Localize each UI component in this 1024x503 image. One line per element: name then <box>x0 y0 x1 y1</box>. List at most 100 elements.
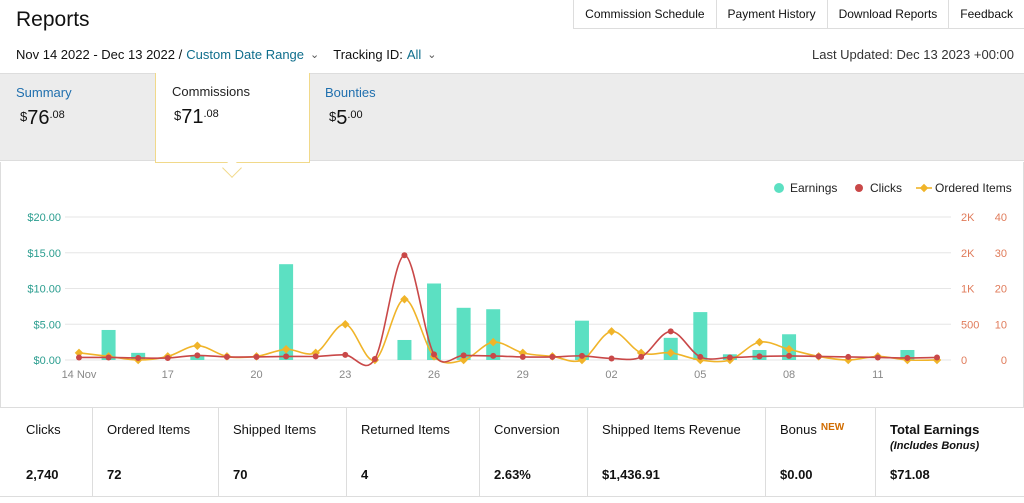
stat-shipped-value: 70 <box>233 467 248 482</box>
tracking-id-dropdown[interactable]: All <box>406 47 422 62</box>
x-tick-label: 08 <box>783 369 795 381</box>
clicks-point[interactable] <box>135 354 142 361</box>
tab-commissions[interactable]: Commissions $71.08 <box>155 73 310 163</box>
x-tick-label: 20 <box>250 369 262 381</box>
stat-shipped-label: Shipped Items <box>233 422 317 437</box>
clicks-point[interactable] <box>934 354 940 361</box>
tab-bounties-label: Bounties <box>325 85 376 100</box>
page-title: Reports <box>16 8 90 31</box>
stat-shipped-items: Shipped Items 70 <box>219 408 347 496</box>
clicks-point[interactable] <box>283 353 290 360</box>
clicks-point[interactable] <box>549 353 556 360</box>
clicks-point[interactable] <box>638 353 645 360</box>
stat-bonus-value: $0.00 <box>780 467 813 482</box>
ordered-items-point[interactable] <box>607 327 616 336</box>
clicks-axis-tick-label: 1K <box>961 284 975 296</box>
x-tick-label: 26 <box>428 369 440 381</box>
ordered-items-point[interactable] <box>459 355 468 365</box>
x-tick-label: 14 Nov <box>62 369 97 381</box>
clicks-point[interactable] <box>519 353 526 360</box>
tab-commissions-value: $71.08 <box>174 106 219 128</box>
items-axis-tick-label: 40 <box>995 212 1007 224</box>
custom-date-range-dropdown[interactable]: Custom Date Range <box>186 47 305 62</box>
clicks-point[interactable] <box>845 353 852 360</box>
clicks-point[interactable] <box>726 354 733 361</box>
stat-clicks-value: 2,740 <box>26 467 59 482</box>
feedback-button[interactable]: Feedback <box>960 7 1013 21</box>
stat-ordered-items: Ordered Items 72 <box>93 408 219 496</box>
ordered-items-point[interactable] <box>784 345 794 354</box>
legend-ordered-label: Ordered Items <box>935 181 1012 195</box>
ordered-items-point[interactable] <box>281 345 291 354</box>
earnings-bar[interactable] <box>397 339 412 360</box>
clicks-point[interactable] <box>223 353 230 360</box>
clicks-point[interactable] <box>194 352 201 359</box>
left-axis-tick-label: $0.00 <box>33 355 61 367</box>
ordered-items-point[interactable] <box>755 337 764 347</box>
ordered-items-point[interactable] <box>400 294 409 304</box>
clicks-point[interactable] <box>105 354 112 361</box>
clicks-point[interactable] <box>578 352 585 359</box>
clicks-point[interactable] <box>608 355 615 362</box>
x-tick-label: 29 <box>517 369 529 381</box>
clicks-point[interactable] <box>431 351 438 358</box>
chart-container: $0.00 0 0 $5.00 500 10 $10.00 1K 20 $15.00 2K 30 $20… <box>0 162 1024 407</box>
clicks-point[interactable] <box>401 252 408 259</box>
earnings-bar[interactable] <box>101 329 116 360</box>
clicks-point[interactable] <box>904 354 911 361</box>
earnings-bar[interactable] <box>574 320 589 360</box>
ordered-items-point[interactable] <box>74 348 84 358</box>
clicks-axis-tick-label: 2K <box>961 248 975 260</box>
stat-total-label: Total Earnings (Includes Bonus) <box>890 422 1024 452</box>
clicks-point[interactable] <box>460 352 467 359</box>
clicks-point[interactable] <box>312 353 319 360</box>
legend-clicks-label: Clicks <box>870 181 902 195</box>
items-axis-tick-label: 20 <box>995 284 1007 296</box>
stat-ordered-label: Ordered Items <box>107 422 191 437</box>
clicks-axis-tick-label: 0 <box>961 355 967 367</box>
filter-bar: Nov 14 2022 - Dec 13 2022 / Custom Date … <box>16 47 437 62</box>
chevron-down-icon[interactable]: ⌄ <box>310 49 320 61</box>
ordered-items-point[interactable] <box>666 348 675 358</box>
stat-clicks: Clicks 2,740 <box>0 408 93 496</box>
earnings-bar[interactable] <box>427 283 442 360</box>
earnings-bar[interactable] <box>486 309 501 360</box>
x-tick-label: 23 <box>339 369 351 381</box>
download-reports-button[interactable]: Download Reports <box>828 0 950 28</box>
clicks-point[interactable] <box>815 353 822 360</box>
clicks-point[interactable] <box>342 351 349 358</box>
items-axis-tick-label: 0 <box>1001 355 1007 367</box>
items-axis-tick-label: 10 <box>995 319 1007 331</box>
ordered-items-point[interactable] <box>341 320 350 329</box>
earnings-bar[interactable] <box>279 264 294 360</box>
stat-shipped-revenue: Shipped Items Revenue $1,436.91 <box>588 408 766 496</box>
clicks-point[interactable] <box>164 354 171 361</box>
x-tick-label: 05 <box>694 369 706 381</box>
earnings-chart: $0.00 0 0 $5.00 500 10 $10.00 1K 20 $15.00 2K 30 $20… <box>27 181 1012 381</box>
earnings-bar[interactable] <box>693 312 708 360</box>
stat-conversion: Conversion 2.63% <box>480 408 588 496</box>
clicks-point[interactable] <box>76 354 82 361</box>
chevron-down-icon[interactable]: ⌄ <box>427 49 437 61</box>
clicks-point[interactable] <box>756 353 763 360</box>
stat-bonus: Bonus NEW $0.00 <box>766 408 876 496</box>
tab-bounties[interactable]: Bounties $5.00 <box>325 74 455 161</box>
ordered-items-point[interactable] <box>488 337 498 347</box>
earnings-bar[interactable] <box>456 307 471 360</box>
ordered-items-point[interactable] <box>193 341 202 350</box>
tab-commissions-label: Commissions <box>172 84 251 99</box>
commission-schedule-button[interactable]: Commission Schedule <box>574 0 717 28</box>
items-axis-tick-label: 30 <box>995 248 1007 260</box>
clicks-point[interactable] <box>786 352 793 359</box>
stat-revenue-label: Shipped Items Revenue <box>602 422 741 437</box>
tab-summary[interactable]: Summary $76.08 <box>16 74 146 161</box>
tracking-id-label: Tracking ID: <box>333 47 403 62</box>
clicks-point[interactable] <box>874 354 881 361</box>
clicks-axis-tick-label: 2K <box>961 212 975 224</box>
clicks-point[interactable] <box>371 355 378 362</box>
payment-history-button[interactable]: Payment History <box>717 0 828 28</box>
clicks-point[interactable] <box>667 328 674 335</box>
clicks-point[interactable] <box>490 352 497 359</box>
clicks-point[interactable] <box>253 353 260 360</box>
clicks-point[interactable] <box>697 353 704 360</box>
